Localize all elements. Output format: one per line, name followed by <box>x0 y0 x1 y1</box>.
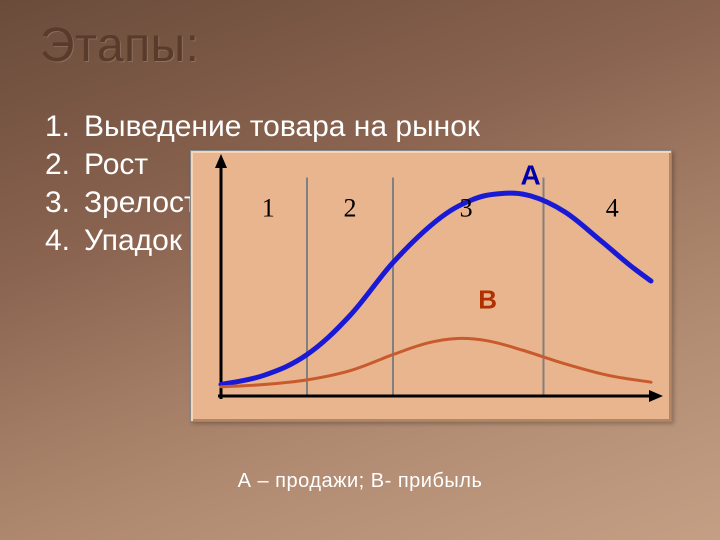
svg-text:В: В <box>478 285 497 315</box>
list-text: Рост <box>84 148 148 182</box>
list-number: 1. <box>30 110 70 144</box>
chart-caption: А – продажи; В- прибыль <box>0 470 720 493</box>
slide-title: Этапы: <box>40 18 199 73</box>
svg-text:А: А <box>520 159 540 190</box>
list-number: 4. <box>30 224 70 258</box>
lifecycle-chart: А В 1 2 3 4 <box>190 150 672 422</box>
svg-text:1: 1 <box>262 194 275 223</box>
list-number: 3. <box>30 186 70 220</box>
chart-svg: А В 1 2 3 4 <box>191 151 671 421</box>
svg-text:4: 4 <box>606 194 619 223</box>
list-text: Упадок <box>84 224 182 258</box>
list-number: 2. <box>30 148 70 182</box>
list-text: Выведение товара на рынок <box>84 110 480 144</box>
svg-text:2: 2 <box>344 194 357 223</box>
svg-text:3: 3 <box>460 194 473 223</box>
list-item: 1. Выведение товара на рынок <box>30 110 480 144</box>
